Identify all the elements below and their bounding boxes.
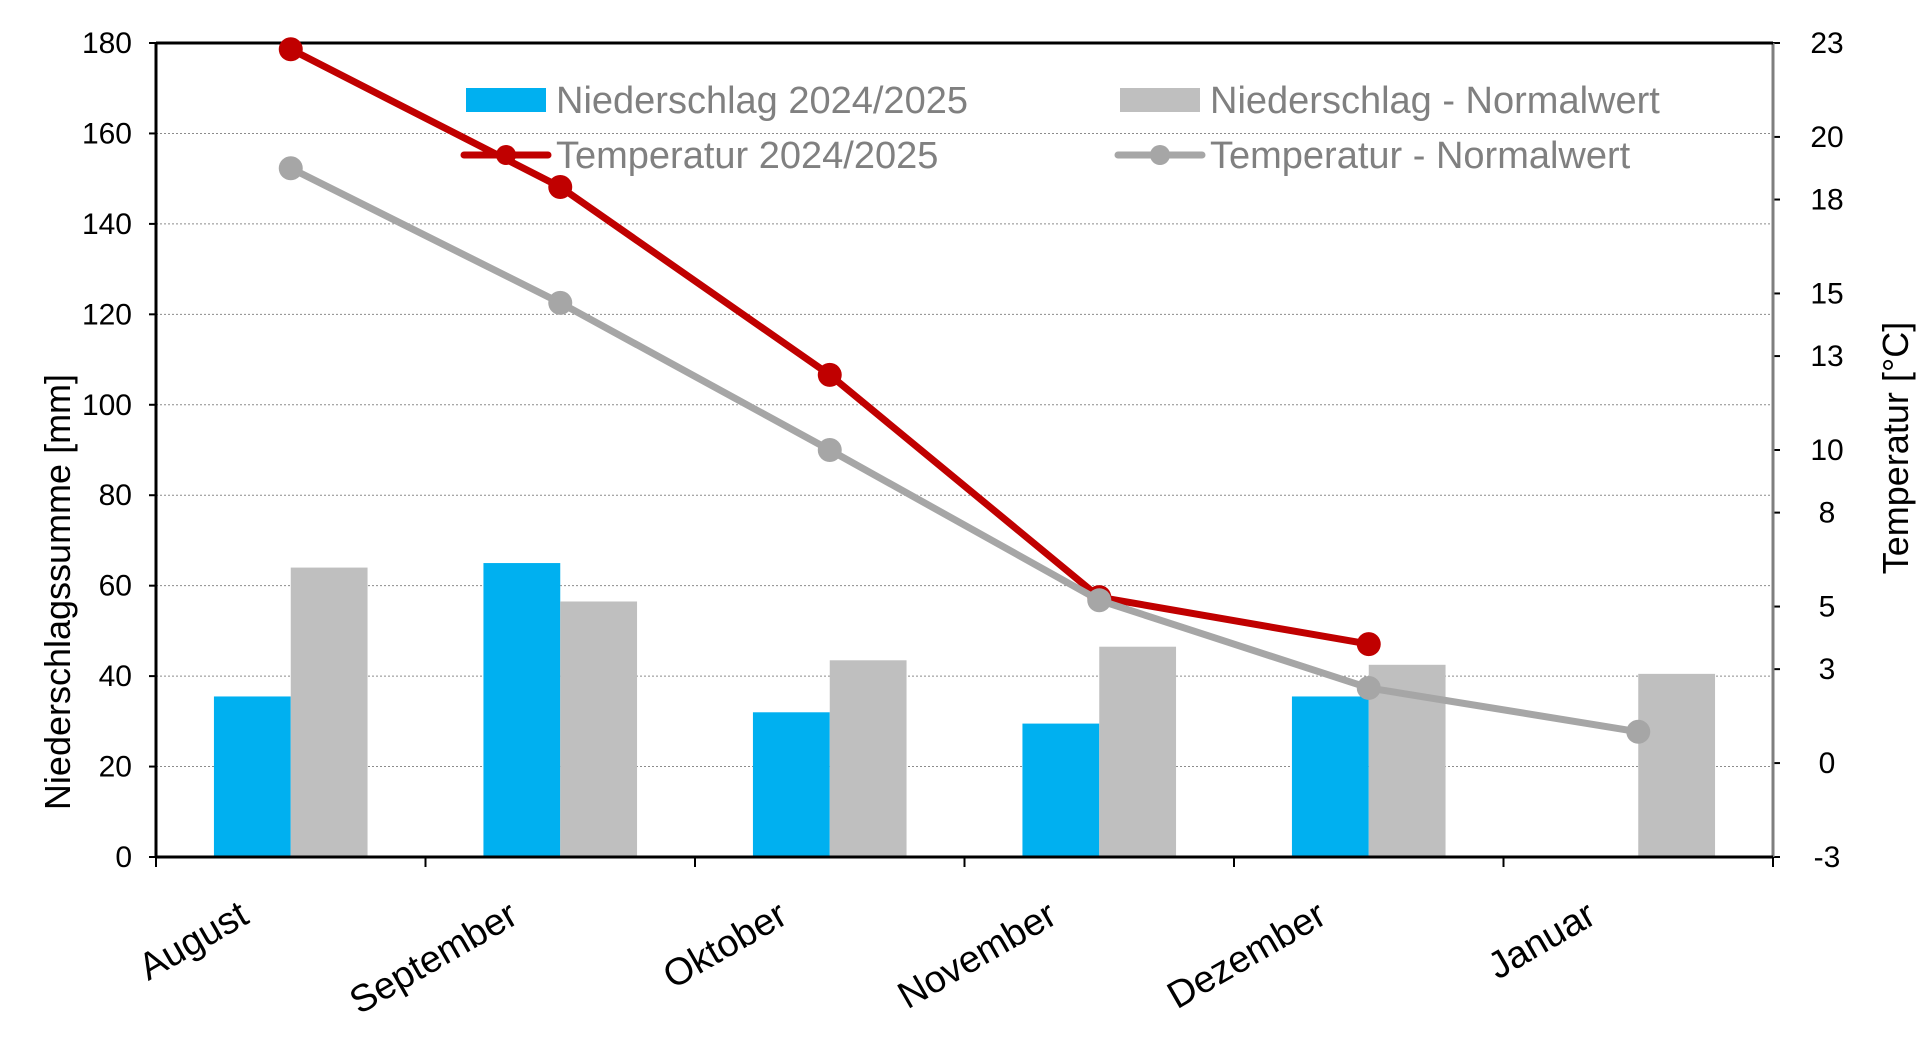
line-point bbox=[278, 37, 303, 62]
line-point bbox=[548, 290, 573, 315]
bar bbox=[290, 567, 368, 857]
y-left-tick-label: 160 bbox=[82, 117, 132, 150]
bar bbox=[213, 696, 291, 857]
bar bbox=[1022, 723, 1100, 857]
y-axis-left-title: Niederschlagssumme [mm] bbox=[37, 374, 78, 810]
x-tick-label: Oktober bbox=[656, 893, 794, 997]
legend-label: Niederschlag 2024/2025 bbox=[556, 80, 968, 122]
bar bbox=[1099, 646, 1177, 857]
bars bbox=[213, 563, 1716, 857]
bar bbox=[1638, 673, 1716, 857]
y-right-tick-label: 18 bbox=[1810, 184, 1843, 217]
x-tick-label: August bbox=[132, 893, 256, 989]
y-right-tick-label: 15 bbox=[1810, 277, 1843, 310]
y-left-tick-label: 100 bbox=[82, 389, 132, 422]
lines bbox=[278, 37, 1651, 744]
legend-swatch bbox=[466, 88, 546, 112]
y-right-tick-label: 5 bbox=[1819, 591, 1836, 624]
y-right-tick-label: 3 bbox=[1819, 653, 1836, 686]
legend-swatch-marker bbox=[1150, 145, 1170, 165]
x-tick-label: September bbox=[343, 893, 525, 1022]
line-point bbox=[1356, 675, 1381, 700]
bar bbox=[483, 563, 561, 857]
y-left-tick-label: 80 bbox=[99, 479, 132, 512]
y-right-tick-label: 10 bbox=[1810, 434, 1843, 467]
y-left-tick-label: 60 bbox=[99, 570, 132, 603]
line-point bbox=[817, 362, 842, 387]
line-point bbox=[278, 156, 303, 181]
gridlines bbox=[156, 132, 1773, 768]
x-tick-label: Dezember bbox=[1160, 893, 1333, 1017]
y-right-tick-label: 0 bbox=[1819, 747, 1836, 780]
bar bbox=[1291, 696, 1369, 857]
y-right-tick-label: 8 bbox=[1819, 497, 1836, 530]
bar bbox=[829, 660, 907, 857]
line-point bbox=[548, 175, 573, 200]
legend-label: Temperatur - Normalwert bbox=[1210, 135, 1631, 177]
x-tick-label: November bbox=[891, 893, 1064, 1017]
y-left-tick-label: 180 bbox=[82, 27, 132, 60]
line-point bbox=[1356, 632, 1381, 657]
y-right-tick-label: -3 bbox=[1814, 841, 1841, 874]
y-left-tick-label: 40 bbox=[99, 660, 132, 693]
legend-label: Niederschlag - Normalwert bbox=[1210, 80, 1660, 122]
bar bbox=[560, 601, 638, 857]
axes bbox=[149, 41, 1780, 867]
y-left-tick-label: 140 bbox=[82, 208, 132, 241]
x-tick-label: Januar bbox=[1481, 893, 1603, 988]
y-right-tick-label: 13 bbox=[1810, 340, 1843, 373]
y-left-tick-label: 120 bbox=[82, 298, 132, 331]
line-point bbox=[817, 438, 842, 462]
y-axis-right-title: Temperatur [°C] bbox=[1875, 322, 1916, 574]
bar bbox=[752, 712, 830, 857]
line-point bbox=[1087, 588, 1112, 613]
y-right-tick-label: 20 bbox=[1810, 121, 1843, 154]
y-right-tick-label: 23 bbox=[1810, 27, 1843, 60]
y-left-tick-label: 20 bbox=[99, 751, 132, 784]
legend-swatch-marker bbox=[496, 145, 516, 165]
legend: Niederschlag 2024/2025 Niederschlag - Nor… bbox=[460, 80, 1660, 177]
y-left-tick-label: 0 bbox=[115, 841, 132, 874]
legend-label: Temperatur 2024/2025 bbox=[556, 135, 938, 177]
line-point bbox=[1626, 719, 1651, 744]
series-line bbox=[287, 164, 1642, 736]
legend-swatch bbox=[1120, 88, 1200, 112]
